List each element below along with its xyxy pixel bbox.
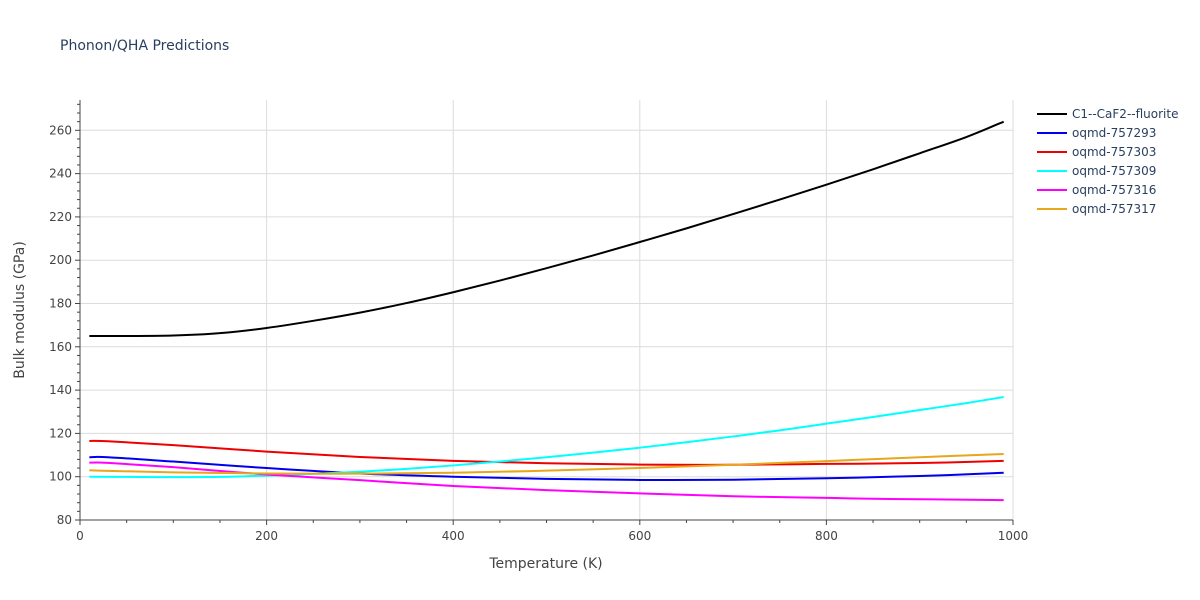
x-axis-title: Temperature (K) bbox=[488, 556, 602, 572]
x-tick-label: 600 bbox=[628, 529, 651, 543]
legend-entry[interactable]: oqmd-757317 bbox=[1072, 202, 1156, 216]
series-line-oqmd-757293 bbox=[89, 455, 1004, 482]
x-tick-label: 1000 bbox=[998, 529, 1029, 543]
y-tick-label: 120 bbox=[49, 426, 72, 440]
y-tick-label: 240 bbox=[49, 167, 72, 181]
plot-area bbox=[89, 120, 1005, 502]
y-tick-label: 100 bbox=[49, 470, 72, 484]
x-tick-label: 0 bbox=[76, 529, 84, 543]
axes: 0 200 400 600 800 1000 80 100 120 140 160 180 200 220… bbox=[49, 100, 1028, 543]
legend-entry[interactable]: C1--CaF2--fluorite bbox=[1072, 107, 1178, 121]
legend-entry[interactable]: oqmd-757309 bbox=[1072, 164, 1156, 178]
series-line-oqmd-757317 bbox=[89, 452, 1004, 475]
legend: C1--CaF2--fluorite oqmd-757293 oqmd-757303… bbox=[1037, 107, 1178, 216]
y-tick-label: 140 bbox=[49, 383, 72, 397]
series-line-C1--CaF2--fluorite bbox=[89, 120, 1005, 338]
y-tick-label: 200 bbox=[49, 253, 72, 267]
series-line-oqmd-757303 bbox=[89, 439, 1004, 466]
legend-entry[interactable]: oqmd-757293 bbox=[1072, 126, 1156, 140]
x-tick-label: 200 bbox=[255, 529, 278, 543]
x-tick-label: 800 bbox=[815, 529, 838, 543]
series-line-oqmd-757309 bbox=[89, 396, 1004, 479]
y-axis-title: Bulk modulus (GPa) bbox=[12, 241, 28, 379]
y-tick-label: 180 bbox=[49, 297, 72, 311]
y-tick-label: 160 bbox=[49, 340, 72, 354]
y-tick-label: 220 bbox=[49, 210, 72, 224]
legend-entry[interactable]: oqmd-757316 bbox=[1072, 183, 1156, 197]
chart-title: Phonon/QHA Predictions bbox=[60, 38, 229, 54]
y-tick-label: 260 bbox=[49, 123, 72, 137]
y-tick-label: 80 bbox=[57, 513, 72, 527]
x-tick-label: 400 bbox=[442, 529, 465, 543]
legend-entry[interactable]: oqmd-757303 bbox=[1072, 145, 1156, 159]
series-line-oqmd-757316 bbox=[89, 461, 1004, 502]
